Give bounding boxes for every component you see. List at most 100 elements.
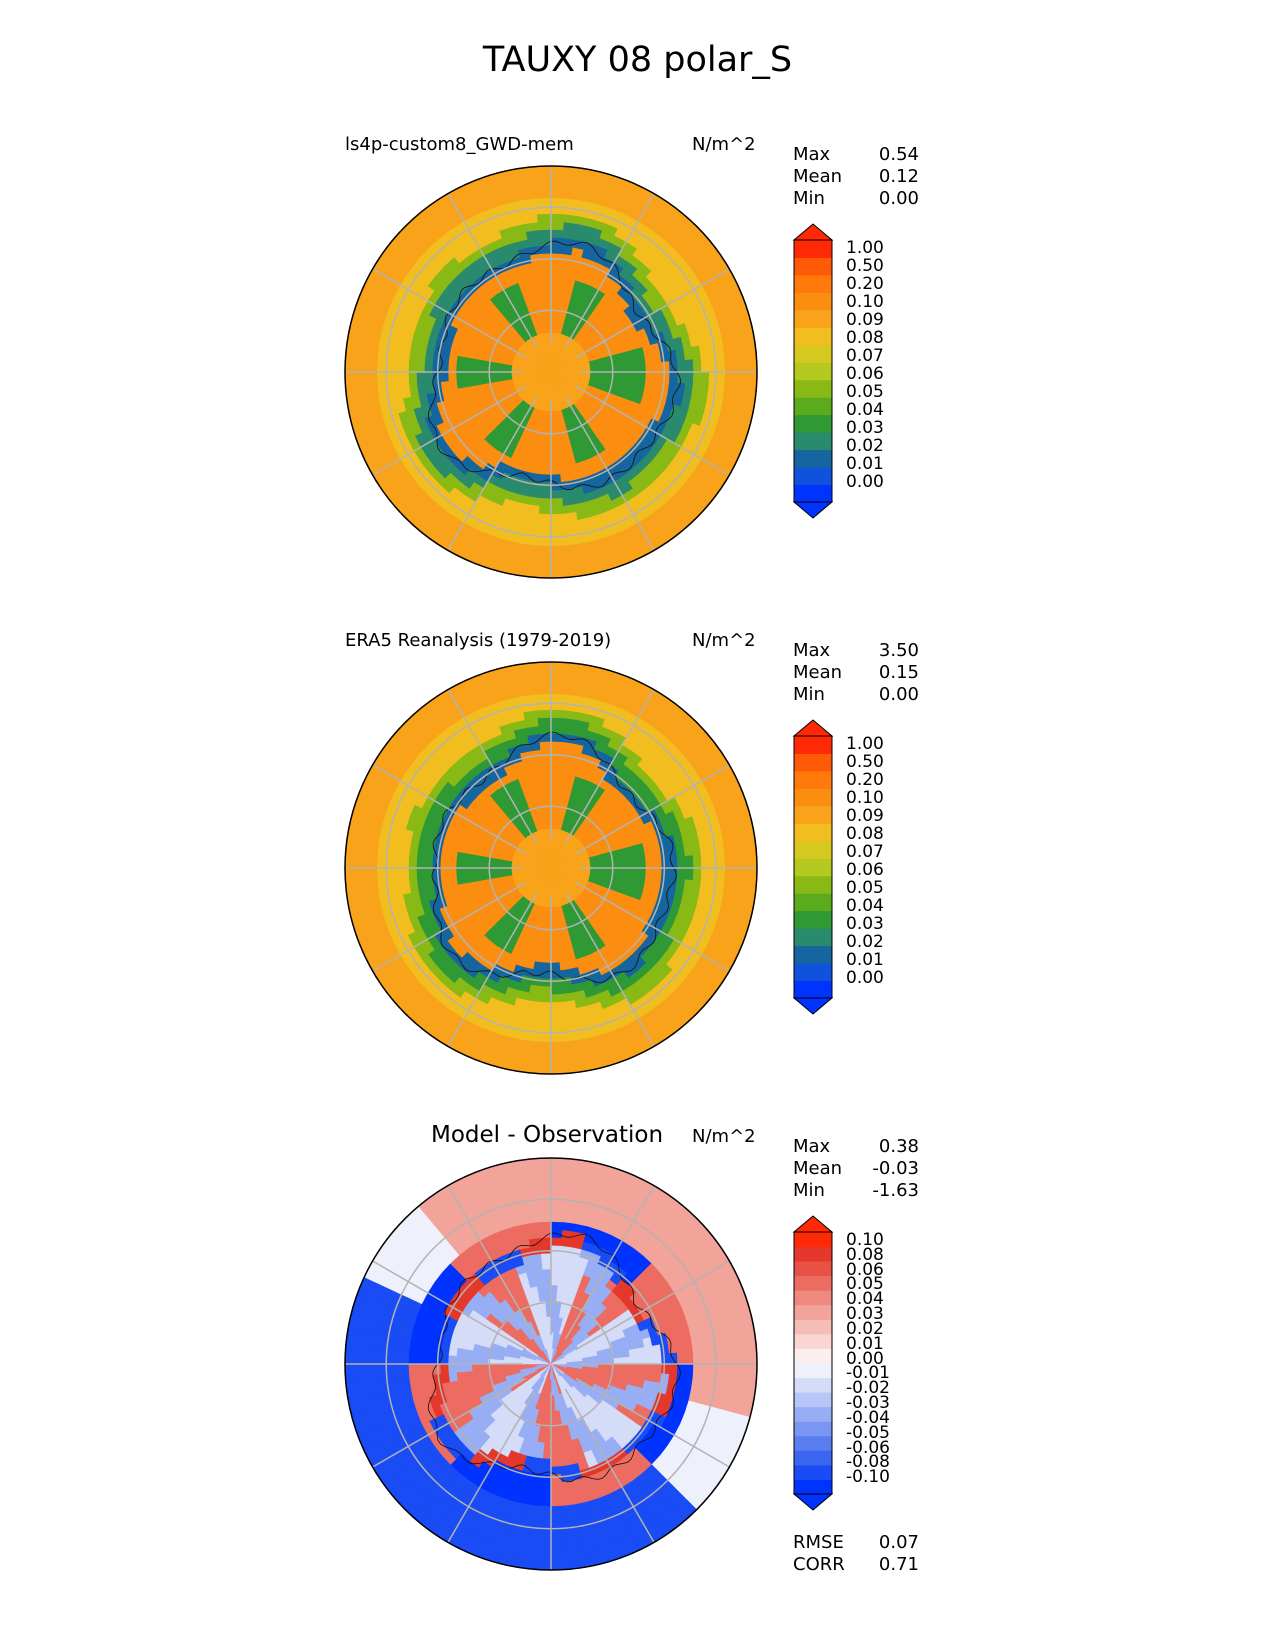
map-cell (371, 820, 383, 839)
map-cell (531, 318, 540, 328)
map-cell (680, 334, 692, 349)
map-cell (544, 366, 552, 373)
map-cell (571, 1438, 582, 1449)
map-cell (602, 1447, 616, 1461)
map-cell (513, 289, 525, 301)
map-cell (600, 913, 613, 925)
map-cell (586, 313, 598, 324)
map-cell (574, 819, 584, 830)
map-cell (599, 726, 616, 740)
map-cell (560, 342, 568, 352)
colorbar-tick-label: 1.00 (846, 238, 884, 258)
map-cell (543, 1363, 552, 1369)
map-cell (513, 501, 528, 513)
map-cell (538, 434, 546, 444)
map-cell (578, 416, 588, 428)
map-cell (474, 344, 485, 354)
map-cell (607, 984, 623, 998)
map-cell (671, 760, 688, 778)
map-cell (669, 900, 682, 915)
colorbar-segment (794, 788, 832, 807)
map-cell (550, 1482, 563, 1492)
map-cell (564, 398, 572, 409)
map-cell (654, 294, 669, 310)
map-cell (523, 709, 539, 721)
map-cell (547, 891, 552, 901)
map-cell (501, 994, 517, 1007)
map-cell (388, 740, 406, 760)
map-cell (634, 423, 648, 437)
map-cell (581, 901, 591, 911)
map-cell (489, 845, 500, 854)
map-cell (608, 1333, 619, 1343)
map-cell (673, 738, 692, 757)
map-cell (580, 1442, 592, 1454)
map-cell (696, 826, 708, 843)
map-cell (662, 727, 681, 746)
map-cell (529, 357, 539, 365)
map-cell (680, 450, 696, 468)
map-cell (580, 1291, 592, 1303)
map-cell (687, 784, 703, 802)
map-cell (664, 698, 684, 717)
map-cell (568, 262, 581, 273)
map-cell (536, 384, 544, 394)
map-cell (586, 847, 597, 855)
map-cell (488, 1322, 500, 1333)
map-cell (471, 377, 482, 387)
map-cell (384, 357, 394, 373)
map-cell (562, 318, 571, 328)
map-cell (543, 874, 549, 884)
map-cell (736, 797, 751, 818)
map-cell (483, 222, 500, 236)
map-cell (347, 318, 361, 338)
map-cell (568, 1377, 578, 1385)
map-cell (441, 954, 457, 970)
map-cell (495, 817, 507, 828)
map-cell (408, 359, 418, 373)
map-cell (584, 898, 594, 908)
map-cell (606, 1414, 619, 1427)
map-cell (525, 395, 534, 405)
map-cell (667, 442, 682, 459)
map-cell (558, 368, 568, 372)
map-cell (355, 404, 368, 424)
map-cell (451, 832, 463, 844)
map-cell (542, 371, 552, 374)
map-cell (554, 1402, 560, 1412)
map-cell (615, 681, 636, 697)
map-cell (562, 1000, 577, 1011)
colorbar-frame (793, 735, 833, 999)
graticule-meridian (447, 396, 538, 551)
map-cell (644, 1345, 654, 1357)
map-cell (568, 385, 578, 393)
map-cell (553, 1370, 559, 1380)
map-cell (533, 334, 541, 344)
map-cell (503, 464, 517, 477)
map-cell (464, 349, 475, 359)
map-cell (453, 281, 468, 297)
graticule-meridian (575, 764, 730, 855)
map-cell (543, 450, 552, 460)
map-cell (408, 842, 419, 857)
map-cell (499, 1001, 515, 1014)
map-cell (495, 858, 505, 865)
map-cell (565, 774, 576, 785)
map-cell (509, 517, 526, 529)
map-cell (471, 723, 488, 738)
map-cell (455, 1355, 465, 1365)
map-cell (612, 800, 625, 813)
map-cell (644, 353, 654, 365)
map-cell (626, 408, 638, 420)
map-cell (550, 860, 556, 869)
map-cell (480, 849, 491, 858)
map-cell (547, 867, 552, 876)
map-cell (574, 1358, 583, 1363)
map-cell (562, 391, 570, 400)
map-cell (639, 812, 652, 825)
map-cell (542, 853, 549, 862)
map-cell (593, 403, 604, 414)
map-cell (475, 1313, 487, 1325)
map-cell (519, 1324, 529, 1335)
map-cell (593, 1379, 604, 1388)
